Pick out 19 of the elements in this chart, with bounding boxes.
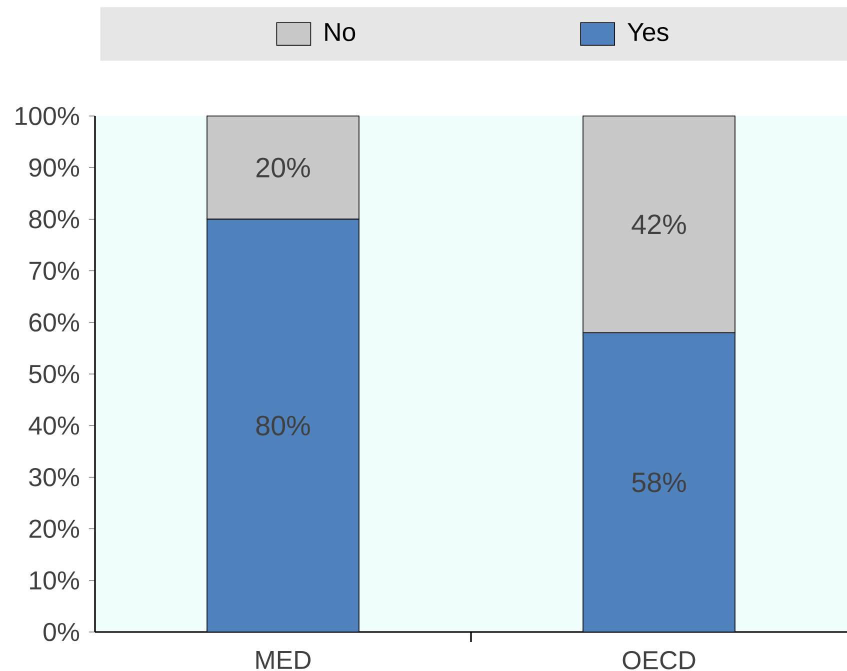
y-tick-label: 0%: [44, 622, 80, 642]
data-label: 80%: [256, 416, 310, 436]
y-tick-label: 40%: [28, 416, 80, 435]
y-tick-label: 60%: [29, 313, 80, 332]
legend-label: Yes: [628, 23, 668, 42]
y-tick-label: 20%: [29, 520, 80, 538]
y-tick-label: 90%: [29, 158, 80, 177]
data-label: 58%: [632, 472, 686, 492]
y-tick-label: 50%: [29, 364, 80, 384]
x-tick-label: MED: [256, 651, 311, 669]
x-tick-label: OECD: [622, 651, 696, 670]
y-tick-label: 100%: [16, 106, 80, 126]
data-label: 42%: [632, 214, 686, 234]
data-label: 20%: [256, 158, 310, 178]
y-tick-label: 80%: [29, 210, 80, 228]
y-tick-label: 10%: [30, 571, 80, 590]
y-tick-label: 30%: [29, 468, 80, 486]
y-tick-label: 70%: [29, 262, 80, 280]
legend-label: No: [325, 23, 356, 42]
